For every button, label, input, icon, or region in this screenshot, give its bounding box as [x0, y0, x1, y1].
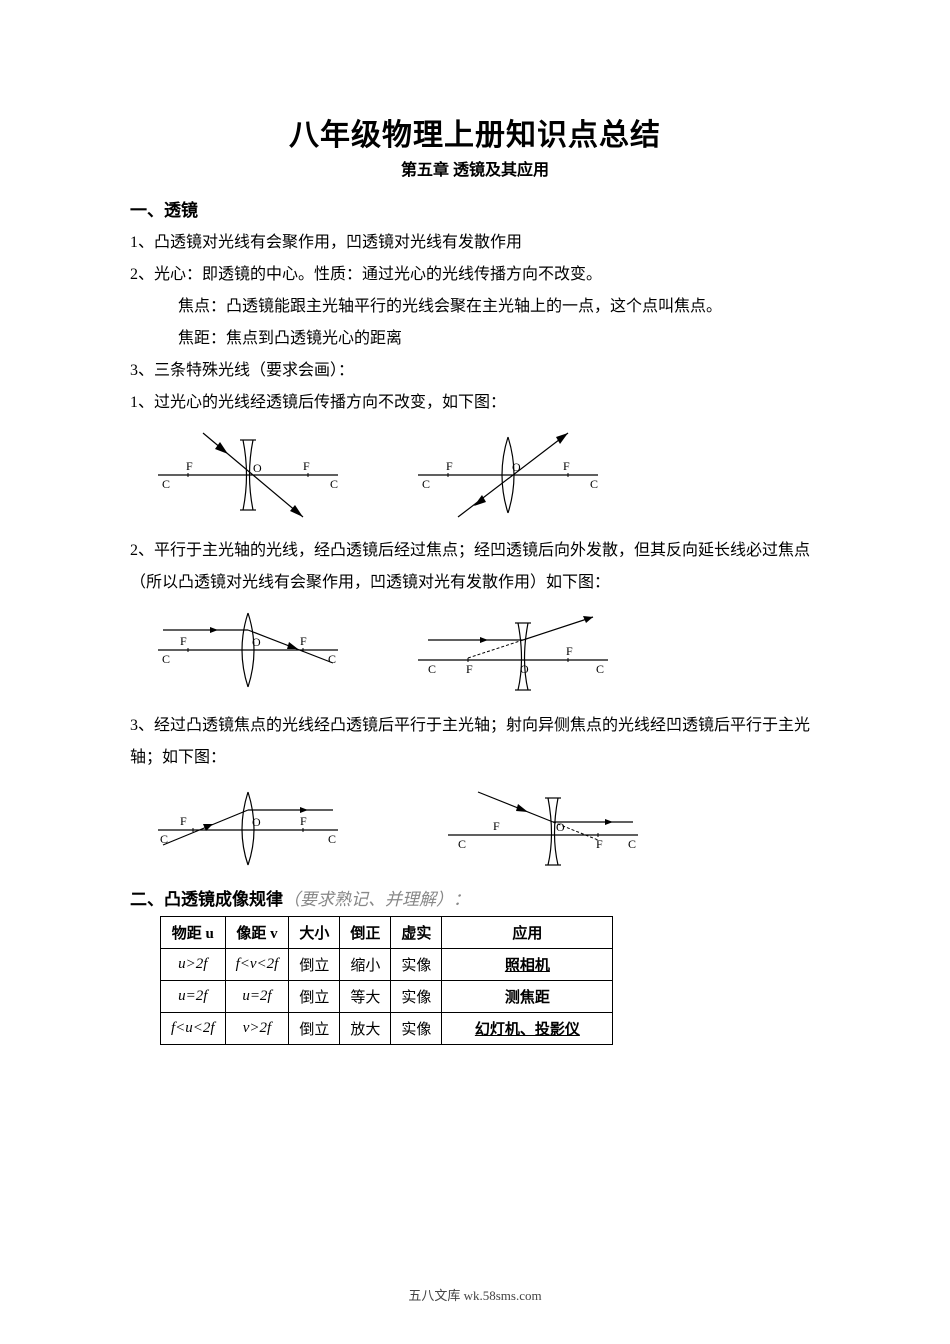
table-header-row: 物距 u 像距 v 大小 倒正 虚实 应用 — [161, 917, 613, 949]
page-footer: 五八文库 wk.58sms.com — [0, 1285, 950, 1304]
svg-text:F: F — [596, 837, 603, 851]
paragraph-2c: 焦距：焦点到凸透镜光心的距离 — [130, 323, 820, 355]
paragraph-5: 2、平行于主光轴的光线，经凸透镜后经过焦点；经凹透镜后向外发散，但其反向延长线必… — [130, 535, 820, 599]
section-2-title: 二、凸透镜成像规律 — [130, 890, 283, 909]
col-orient: 倒正 — [340, 917, 391, 949]
svg-text:C: C — [162, 477, 170, 491]
cell-orient: 放大 — [340, 1013, 391, 1045]
diagram-row-2: F F O C C — [148, 605, 820, 700]
svg-text:C: C — [428, 662, 436, 676]
diagram-convex-focal: F F O C C — [148, 780, 348, 875]
svg-text:C: C — [422, 477, 430, 491]
cell-orient: 等大 — [340, 981, 391, 1013]
svg-text:C: C — [162, 652, 170, 666]
cell-type: 实像 — [391, 1013, 442, 1045]
svg-text:F: F — [563, 459, 570, 473]
diagram-concave-parallel: F F O C C — [408, 605, 618, 700]
svg-text:C: C — [458, 837, 466, 851]
cell-app: 幻灯机、投影仪 — [442, 1013, 613, 1045]
col-type: 虚实 — [391, 917, 442, 949]
svg-text:F: F — [303, 459, 310, 473]
svg-text:O: O — [252, 815, 261, 829]
svg-text:F: F — [466, 662, 473, 676]
svg-text:O: O — [520, 662, 529, 676]
document-page: 八年级物理上册知识点总结 第五章 透镜及其应用 一、透镜 1、凸透镜对光线有会聚… — [0, 0, 950, 1344]
paragraph-2: 2、光心：即透镜的中心。性质：通过光心的光线传播方向不改变。 — [130, 259, 820, 291]
paragraph-3: 3、三条特殊光线（要求会画）： — [130, 355, 820, 387]
diagram-convex-center: F F O C C — [408, 425, 608, 525]
svg-text:C: C — [590, 477, 598, 491]
svg-text:F: F — [180, 814, 187, 828]
table-row: u>2f f<v<2f 倒立 缩小 实像 照相机 — [161, 949, 613, 981]
paragraph-2b: 焦点：凸透镜能跟主光轴平行的光线会聚在主光轴上的一点，这个点叫焦点。 — [130, 291, 820, 323]
svg-text:F: F — [180, 634, 187, 648]
svg-text:F: F — [186, 459, 193, 473]
cell-u: u>2f — [161, 949, 226, 981]
svg-text:C: C — [330, 477, 338, 491]
diagram-row-1: F F O C C F F O C — [148, 425, 820, 525]
page-title: 八年级物理上册知识点总结 — [130, 110, 820, 154]
svg-text:O: O — [512, 460, 521, 474]
svg-text:F: F — [300, 634, 307, 648]
col-app: 应用 — [442, 917, 613, 949]
diagram-concave-center: F F O C C — [148, 425, 348, 525]
page-subtitle: 第五章 透镜及其应用 — [130, 156, 820, 180]
cell-orient: 缩小 — [340, 949, 391, 981]
paragraph-1: 1、凸透镜对光线有会聚作用，凹透镜对光线有发散作用 — [130, 227, 820, 259]
section-2-hint: （要求熟记、并理解）： — [283, 890, 470, 909]
svg-text:C: C — [328, 652, 336, 666]
col-v: 像距 v — [225, 917, 289, 949]
svg-text:O: O — [252, 635, 261, 649]
col-size: 大小 — [289, 917, 340, 949]
cell-v: v>2f — [225, 1013, 289, 1045]
cell-size: 倒立 — [289, 1013, 340, 1045]
paragraph-4: 1、过光心的光线经透镜后传播方向不改变，如下图： — [130, 387, 820, 419]
cell-size: 倒立 — [289, 949, 340, 981]
cell-size: 倒立 — [289, 981, 340, 1013]
cell-u: u=2f — [161, 981, 226, 1013]
diagram-convex-parallel: F F O C C — [148, 605, 348, 700]
svg-text:C: C — [160, 832, 168, 846]
paragraph-6: 3、经过凸透镜焦点的光线经凸透镜后平行于主光轴；射向异侧焦点的光线经凹透镜后平行… — [130, 710, 820, 774]
svg-text:O: O — [556, 820, 565, 834]
cell-u: f<u<2f — [161, 1013, 226, 1045]
cell-app: 照相机 — [442, 949, 613, 981]
cell-type: 实像 — [391, 949, 442, 981]
svg-text:F: F — [446, 459, 453, 473]
cell-type: 实像 — [391, 981, 442, 1013]
svg-text:F: F — [493, 819, 500, 833]
svg-text:F: F — [566, 644, 573, 658]
diagram-concave-focal: F F O C C — [438, 780, 648, 875]
section-2-heading: 二、凸透镜成像规律（要求熟记、并理解）： — [130, 885, 820, 910]
cell-v: f<v<2f — [225, 949, 289, 981]
col-u: 物距 u — [161, 917, 226, 949]
svg-text:F: F — [300, 814, 307, 828]
svg-text:C: C — [628, 837, 636, 851]
svg-text:C: C — [328, 832, 336, 846]
imaging-table: 物距 u 像距 v 大小 倒正 虚实 应用 u>2f f<v<2f 倒立 缩小 … — [160, 916, 613, 1045]
svg-text:C: C — [596, 662, 604, 676]
cell-v: u=2f — [225, 981, 289, 1013]
table-row: u=2f u=2f 倒立 等大 实像 测焦距 — [161, 981, 613, 1013]
table-row: f<u<2f v>2f 倒立 放大 实像 幻灯机、投影仪 — [161, 1013, 613, 1045]
section-1-heading: 一、透镜 — [130, 196, 820, 221]
cell-app: 测焦距 — [442, 981, 613, 1013]
diagram-row-3: F F O C C — [148, 780, 820, 875]
svg-text:O: O — [253, 461, 262, 475]
